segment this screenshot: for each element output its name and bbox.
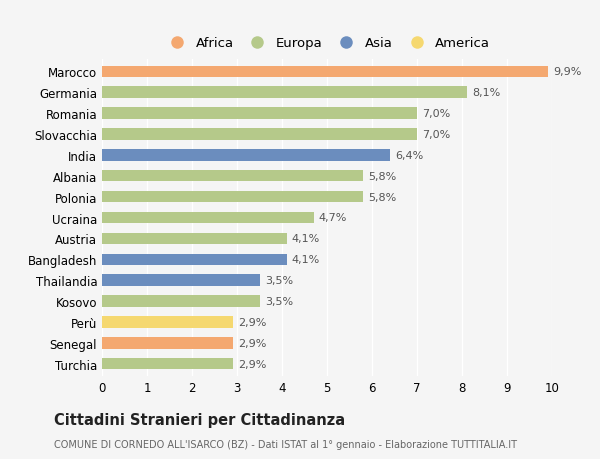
Bar [102, 337, 233, 349]
Bar [102, 233, 287, 245]
Bar [102, 191, 363, 203]
Legend: Africa, Europa, Asia, America: Africa, Europa, Asia, America [161, 34, 493, 53]
Text: 4,1%: 4,1% [292, 255, 320, 265]
Text: 9,9%: 9,9% [553, 67, 581, 77]
Bar [102, 67, 548, 78]
Text: 7,0%: 7,0% [422, 109, 451, 119]
Bar [102, 87, 467, 99]
Bar [102, 254, 287, 265]
Bar [102, 129, 417, 140]
Text: 5,8%: 5,8% [368, 171, 397, 181]
Text: 2,9%: 2,9% [238, 338, 266, 348]
Bar [102, 150, 390, 161]
Bar [102, 296, 260, 307]
Bar [102, 213, 314, 224]
Text: 2,9%: 2,9% [238, 317, 266, 327]
Text: 4,1%: 4,1% [292, 234, 320, 244]
Text: Cittadini Stranieri per Cittadinanza: Cittadini Stranieri per Cittadinanza [54, 413, 345, 428]
Bar [102, 108, 417, 120]
Text: 3,5%: 3,5% [265, 275, 293, 285]
Text: 5,8%: 5,8% [368, 192, 397, 202]
Bar [102, 171, 363, 182]
Text: 2,9%: 2,9% [238, 359, 266, 369]
Text: 3,5%: 3,5% [265, 297, 293, 306]
Text: 4,7%: 4,7% [319, 213, 347, 223]
Bar [102, 358, 233, 369]
Text: COMUNE DI CORNEDO ALL'ISARCO (BZ) - Dati ISTAT al 1° gennaio - Elaborazione TUTT: COMUNE DI CORNEDO ALL'ISARCO (BZ) - Dati… [54, 440, 517, 449]
Text: 6,4%: 6,4% [395, 151, 424, 161]
Bar [102, 316, 233, 328]
Text: 8,1%: 8,1% [472, 88, 500, 98]
Bar [102, 275, 260, 286]
Text: 7,0%: 7,0% [422, 130, 451, 140]
